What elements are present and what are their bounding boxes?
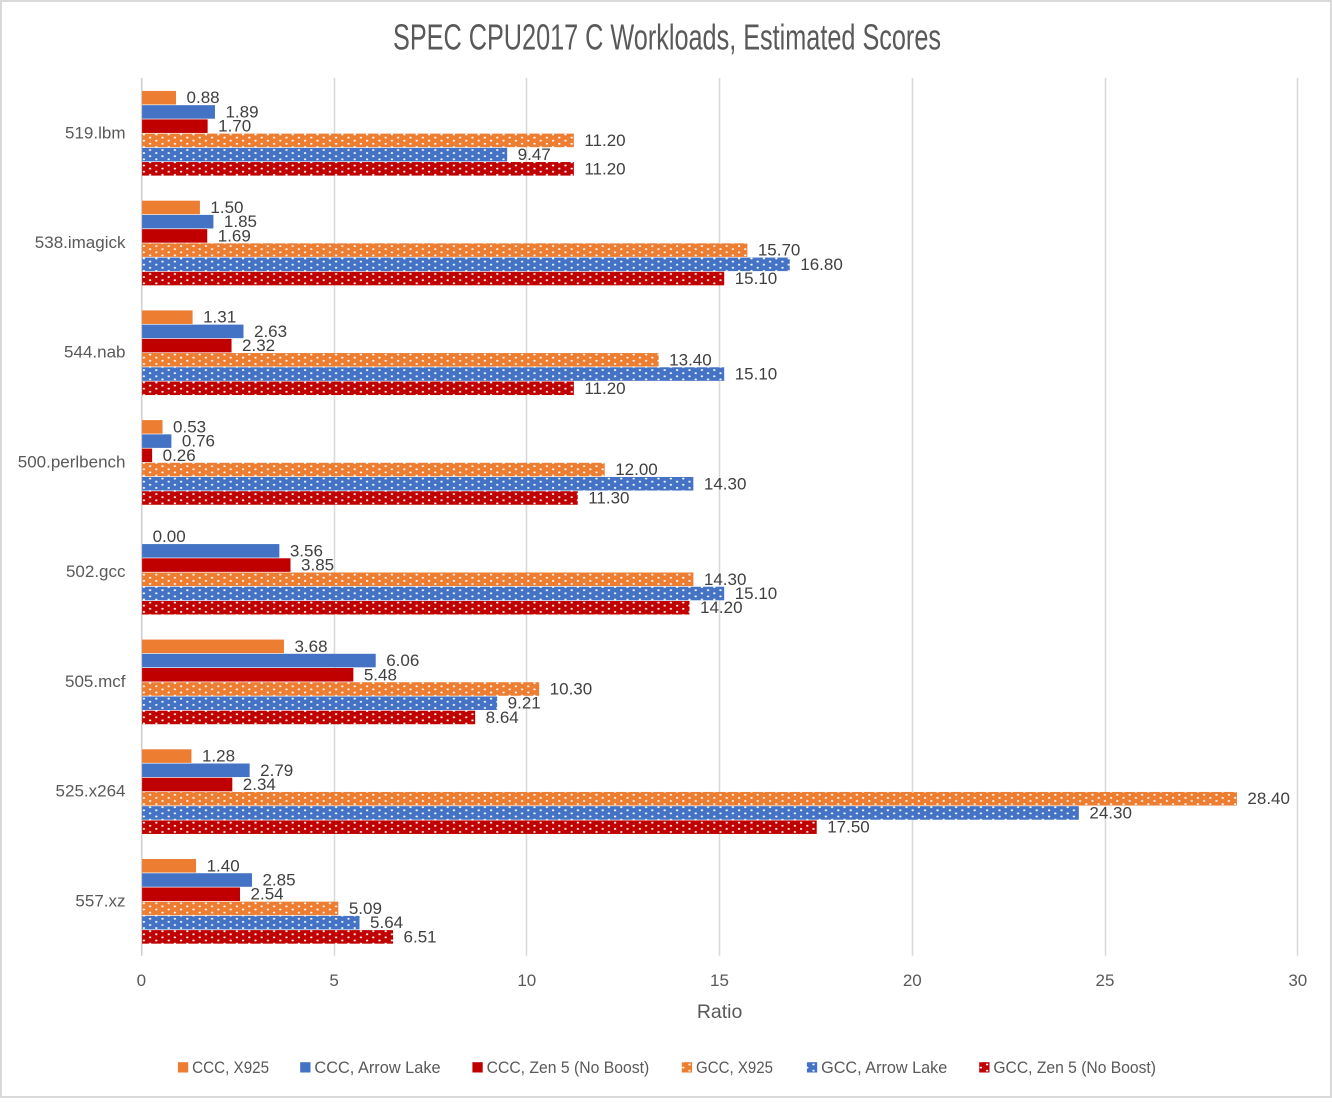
svg-text:2.79: 2.79 xyxy=(260,761,293,780)
svg-text:500.perlbench: 500.perlbench xyxy=(18,452,126,471)
svg-text:16.80: 16.80 xyxy=(800,255,843,274)
svg-text:1.70: 1.70 xyxy=(218,117,251,136)
svg-text:505.mcf: 505.mcf xyxy=(65,672,126,691)
svg-text:3.85: 3.85 xyxy=(301,556,334,575)
svg-text:5.48: 5.48 xyxy=(364,665,397,684)
svg-text:15.70: 15.70 xyxy=(758,241,801,260)
svg-text:525.x264: 525.x264 xyxy=(56,782,126,801)
svg-text:1.28: 1.28 xyxy=(202,747,235,766)
svg-text:GCC, X925: GCC, X925 xyxy=(696,1058,773,1077)
svg-text:GCC, Arrow Lake: GCC, Arrow Lake xyxy=(821,1058,947,1077)
svg-text:0.53: 0.53 xyxy=(173,417,206,436)
svg-text:1.50: 1.50 xyxy=(210,198,243,217)
svg-text:11.30: 11.30 xyxy=(588,489,629,508)
svg-text:2.34: 2.34 xyxy=(243,775,276,794)
svg-text:14.20: 14.20 xyxy=(700,598,743,617)
svg-text:502.gcc: 502.gcc xyxy=(66,562,126,581)
svg-text:9.47: 9.47 xyxy=(518,145,551,164)
svg-text:1.89: 1.89 xyxy=(225,102,258,121)
svg-text:2.63: 2.63 xyxy=(254,322,287,341)
svg-text:11.20: 11.20 xyxy=(584,131,625,150)
svg-text:CCC, Arrow Lake: CCC, Arrow Lake xyxy=(314,1058,440,1077)
svg-text:5: 5 xyxy=(329,971,338,990)
svg-text:5.64: 5.64 xyxy=(370,913,403,932)
svg-text:0.88: 0.88 xyxy=(187,88,220,107)
svg-text:1.40: 1.40 xyxy=(207,856,240,875)
svg-text:8.64: 8.64 xyxy=(486,708,519,727)
svg-text:557.xz: 557.xz xyxy=(75,891,125,910)
svg-text:10.30: 10.30 xyxy=(550,680,593,699)
svg-text:17.50: 17.50 xyxy=(827,818,870,837)
svg-text:2.54: 2.54 xyxy=(251,885,284,904)
svg-text:544.nab: 544.nab xyxy=(64,343,125,362)
svg-text:538.imagick: 538.imagick xyxy=(35,233,126,252)
svg-text:2.32: 2.32 xyxy=(242,336,275,355)
svg-text:15: 15 xyxy=(710,971,729,990)
svg-text:10: 10 xyxy=(517,971,536,990)
svg-text:20: 20 xyxy=(903,971,922,990)
svg-text:GCC, Zen 5 (No Boost): GCC, Zen 5 (No Boost) xyxy=(993,1058,1156,1077)
svg-text:30: 30 xyxy=(1288,971,1307,990)
svg-text:CCC, Zen 5 (No Boost): CCC, Zen 5 (No Boost) xyxy=(487,1058,650,1077)
svg-text:0.76: 0.76 xyxy=(182,432,215,451)
svg-text:5.09: 5.09 xyxy=(349,899,382,918)
svg-text:1.31: 1.31 xyxy=(203,308,236,327)
svg-text:0: 0 xyxy=(137,971,146,990)
svg-text:15.10: 15.10 xyxy=(735,365,778,384)
svg-text:519.lbm: 519.lbm xyxy=(65,123,125,142)
svg-text:3.56: 3.56 xyxy=(290,541,323,560)
svg-text:15.10: 15.10 xyxy=(735,584,778,603)
svg-text:11.20: 11.20 xyxy=(584,379,625,398)
svg-text:0.26: 0.26 xyxy=(163,446,196,465)
svg-text:0.00: 0.00 xyxy=(153,527,186,546)
svg-text:Ratio: Ratio xyxy=(697,1001,743,1023)
svg-text:3.68: 3.68 xyxy=(294,637,327,656)
svg-text:6.06: 6.06 xyxy=(386,651,419,670)
svg-text:CCC, X925: CCC, X925 xyxy=(192,1058,269,1077)
svg-text:14.30: 14.30 xyxy=(704,474,747,493)
svg-text:15.10: 15.10 xyxy=(735,269,778,288)
svg-text:12.00: 12.00 xyxy=(615,460,658,479)
svg-text:28.40: 28.40 xyxy=(1247,789,1290,808)
svg-text:14.30: 14.30 xyxy=(704,570,747,589)
svg-text:SPEC CPU2017 C Workloads, Esti: SPEC CPU2017 C Workloads, Estimated Scor… xyxy=(393,17,941,58)
svg-text:24.30: 24.30 xyxy=(1089,803,1132,822)
svg-text:9.21: 9.21 xyxy=(508,694,541,713)
svg-text:11.20: 11.20 xyxy=(584,159,625,178)
svg-text:6.51: 6.51 xyxy=(404,927,437,946)
svg-text:1.69: 1.69 xyxy=(218,226,251,245)
svg-text:1.85: 1.85 xyxy=(224,212,257,231)
svg-text:25: 25 xyxy=(1096,971,1115,990)
svg-text:13.40: 13.40 xyxy=(669,350,712,369)
svg-text:2.85: 2.85 xyxy=(262,871,295,890)
